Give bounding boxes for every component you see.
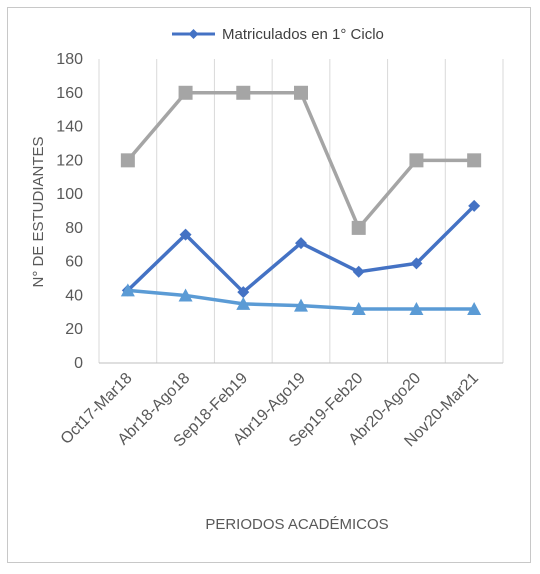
y-tick-label: 40: [65, 287, 83, 304]
y-axis-title: N° DE ESTUDIANTES: [30, 136, 47, 287]
series-2: [120, 85, 482, 235]
data-point: [467, 301, 482, 315]
x-axis-title: PERIODOS ACADÉMICOS: [205, 516, 388, 533]
x-tick-labels: Oct17-Mar18Abr18-Ago18Sep18-Feb19Abr19-A…: [58, 370, 482, 451]
series: [120, 85, 482, 315]
legend: Matriculados en 1° Ciclo: [172, 26, 384, 43]
y-tick-label: 180: [56, 51, 83, 68]
data-point: [467, 153, 482, 168]
data-point: [294, 85, 308, 100]
data-point: [351, 220, 366, 235]
series-3: [120, 283, 482, 315]
legend-label-matriculados: Matriculados en 1° Ciclo: [222, 26, 384, 43]
chart-frame: [7, 7, 531, 563]
y-tick-label: 120: [56, 152, 83, 169]
data-point: [237, 286, 250, 299]
data-point: [468, 199, 481, 212]
y-tick-label: 160: [56, 85, 83, 102]
data-point: [294, 298, 308, 312]
y-tick-label: 80: [65, 220, 83, 237]
data-point: [352, 265, 365, 278]
series-1: [121, 199, 481, 299]
data-point: [351, 301, 366, 315]
data-point: [236, 296, 251, 310]
gridlines: [98, 59, 504, 363]
y-tick-label: 20: [65, 321, 83, 338]
data-point: [120, 283, 135, 297]
data-point: [295, 237, 307, 250]
y-tick-label: 60: [65, 254, 83, 271]
y-tick-label: 100: [56, 186, 83, 203]
data-point: [236, 85, 251, 100]
data-point: [178, 288, 193, 302]
y-tick-label: 0: [74, 355, 83, 372]
legend-marker-diamond: [188, 29, 199, 39]
y-tick-label: 140: [56, 119, 83, 136]
data-point: [120, 153, 135, 168]
data-point: [179, 228, 192, 241]
y-tick-labels: 0 20 40 60 80 100 120 140 160 180: [56, 51, 83, 372]
data-point: [410, 257, 423, 270]
data-point: [178, 85, 193, 100]
data-point: [409, 301, 424, 315]
data-point: [409, 153, 424, 168]
